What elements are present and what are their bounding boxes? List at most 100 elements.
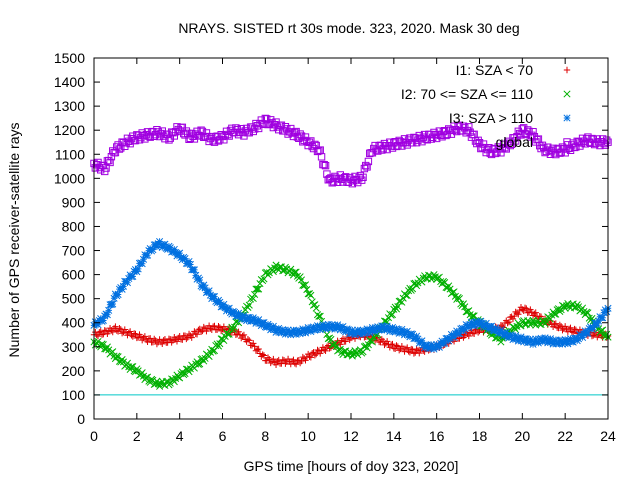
legend-marker [563,90,571,98]
data-point [407,330,415,338]
data-point [118,355,126,364]
data-point [467,318,476,326]
data-point [280,127,288,135]
data-point [165,335,173,343]
data-point [220,336,228,345]
data-point [97,328,104,335]
data-point [304,141,312,150]
data-point [342,338,349,345]
data-point [403,327,411,335]
data-point [548,338,556,346]
data-point [185,257,193,266]
data-point [220,323,228,330]
data-point [105,306,113,314]
data-point [240,312,248,320]
x-tick-label: 2 [133,428,141,444]
data-point [251,290,259,298]
data-point [216,298,224,306]
y-tick-label: 500 [62,291,86,307]
data-point [336,171,344,179]
data-point [399,139,407,147]
data-point [557,337,565,345]
y-tick-label: 1200 [54,122,85,138]
data-point [336,326,344,334]
data-point [253,285,261,293]
data-point [475,320,484,328]
data-point [312,304,320,312]
data-point [94,337,102,346]
data-point [167,336,174,343]
data-point [317,153,326,161]
data-point [228,323,236,331]
data-point [470,322,478,330]
data-point [557,148,565,156]
data-point [428,133,437,141]
data-point [236,312,244,320]
x-tick-label: 8 [261,428,269,444]
data-point [277,121,286,129]
data-point [450,288,458,296]
data-point [531,310,538,317]
data-point [297,276,306,284]
data-point [393,342,400,349]
data-point [590,332,597,339]
data-point [297,132,306,140]
data-point [266,116,275,124]
data-point [138,260,146,268]
data-point [370,144,378,153]
data-point [418,337,426,345]
data-point [118,138,126,146]
y-tick-label: 1100 [55,146,85,162]
data-point [134,265,142,273]
x-tick-label: 4 [176,428,184,444]
data-point [364,341,372,349]
data-point [206,291,215,299]
y-tick-label: 1000 [54,170,85,186]
data-point [534,339,542,347]
data-point [186,134,195,142]
data-point [252,285,260,293]
data-point [550,310,559,318]
data-point [101,167,109,176]
data-point [295,134,303,142]
data-point [455,295,463,303]
data-point [127,134,136,143]
data-point [556,321,564,329]
data-point [540,337,548,345]
data-point [129,333,137,340]
data-point [301,281,310,289]
data-point [205,352,213,360]
data-point [312,141,320,150]
data-point [292,268,300,276]
data-point [430,271,438,279]
data-point [529,127,537,136]
data-point [387,341,395,348]
data-point [474,136,482,145]
data-point [390,305,398,313]
data-point [437,339,445,347]
data-point [218,302,227,311]
data-point [334,321,342,329]
data-point [549,340,557,348]
data-point [101,327,108,334]
data-point [419,133,427,141]
data-point [559,326,566,334]
data-point [505,318,513,326]
data-point [316,312,324,320]
data-point [105,328,112,335]
data-point [241,127,249,135]
chart-title: NRAYS. SISTED rt 30s mode. 323, 2020. Ma… [178,20,519,36]
data-point [315,323,323,331]
data-point [188,334,195,341]
data-point [587,323,595,331]
data-point [571,325,578,333]
data-point [474,329,482,336]
data-point [465,323,473,332]
data-point [119,282,128,290]
data-point [493,148,501,156]
data-point [263,357,270,364]
data-point [466,128,474,136]
data-point [409,330,417,338]
data-point [133,268,141,276]
data-point [577,139,585,147]
